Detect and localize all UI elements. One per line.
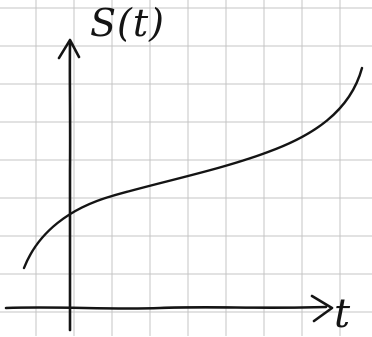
x-axis-label: t xyxy=(334,294,350,334)
x-axis-line xyxy=(6,307,326,309)
y-axis-label: S(t) xyxy=(90,4,165,42)
function-curve xyxy=(24,68,362,268)
